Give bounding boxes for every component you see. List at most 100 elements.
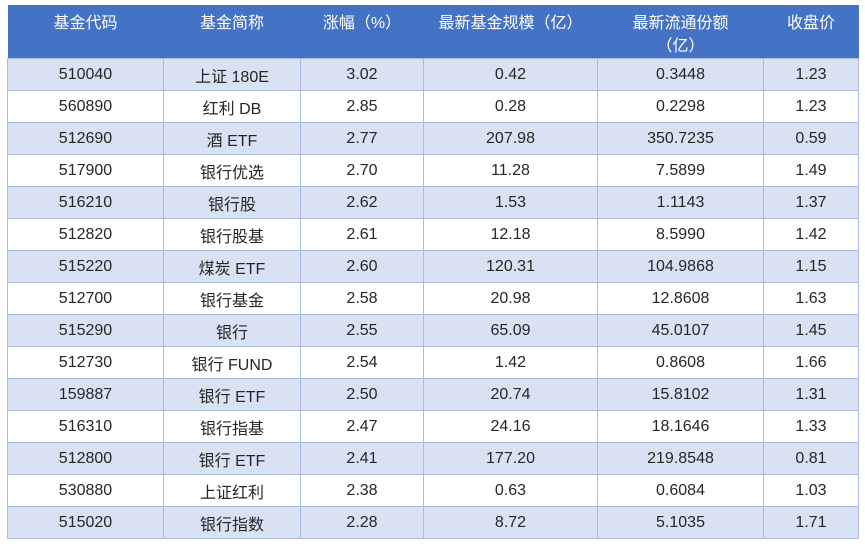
cell-fund-scale: 207.98 [423, 122, 598, 155]
cell-close-price: 1.33 [763, 410, 859, 443]
cell-fund-scale: 24.16 [423, 410, 598, 443]
cell-circulating-shares: 104.9868 [597, 250, 764, 283]
cell-change-pct: 2.58 [300, 282, 424, 315]
table-body: 510040 上证 180E 3.02 0.42 0.3448 1.23 560890 红利 … [7, 58, 859, 539]
cell-fund-code: 512820 [7, 218, 164, 251]
table-row: 512820 银行股基 2.61 12.18 8.5990 1.42 [7, 218, 859, 251]
cell-change-pct: 2.61 [300, 218, 424, 251]
cell-circulating-shares: 7.5899 [597, 154, 764, 187]
cell-fund-name: 银行 ETF [163, 378, 301, 411]
column-header-fund-scale: 最新基金规模（亿） [423, 5, 598, 59]
cell-change-pct: 2.38 [300, 474, 424, 507]
cell-circulating-shares: 5.1035 [597, 506, 764, 539]
cell-fund-name: 煤炭 ETF [163, 250, 301, 283]
cell-change-pct: 2.47 [300, 410, 424, 443]
cell-circulating-shares: 1.1143 [597, 186, 764, 219]
cell-fund-scale: 177.20 [423, 442, 598, 475]
cell-circulating-shares: 45.0107 [597, 314, 764, 347]
cell-change-pct: 3.02 [300, 58, 424, 91]
cell-close-price: 1.23 [763, 90, 859, 123]
cell-fund-scale: 12.18 [423, 218, 598, 251]
cell-circulating-shares: 219.8548 [597, 442, 764, 475]
table-row: 512800 银行 ETF 2.41 177.20 219.8548 0.81 [7, 442, 859, 475]
cell-close-price: 1.31 [763, 378, 859, 411]
cell-fund-name: 酒 ETF [163, 122, 301, 155]
cell-change-pct: 2.28 [300, 506, 424, 539]
table-row: 515020 银行指数 2.28 8.72 5.1035 1.71 [7, 506, 859, 539]
cell-fund-name: 银行指基 [163, 410, 301, 443]
cell-close-price: 1.49 [763, 154, 859, 187]
cell-fund-code: 159887 [7, 378, 164, 411]
cell-close-price: 1.03 [763, 474, 859, 507]
cell-change-pct: 2.54 [300, 346, 424, 379]
cell-close-price: 1.15 [763, 250, 859, 283]
column-header-change-pct: 涨幅（%） [300, 5, 424, 59]
table-row: 516210 银行股 2.62 1.53 1.1143 1.37 [7, 186, 859, 219]
cell-close-price: 1.45 [763, 314, 859, 347]
table-row: 560890 红利 DB 2.85 0.28 0.2298 1.23 [7, 90, 859, 123]
cell-circulating-shares: 350.7235 [597, 122, 764, 155]
cell-fund-code: 516310 [7, 410, 164, 443]
table-row: 530880 上证红利 2.38 0.63 0.6084 1.03 [7, 474, 859, 507]
cell-circulating-shares: 15.8102 [597, 378, 764, 411]
cell-circulating-shares: 0.8608 [597, 346, 764, 379]
cell-fund-name: 银行指数 [163, 506, 301, 539]
column-header-fund-name: 基金简称 [163, 5, 301, 59]
cell-circulating-shares: 12.8608 [597, 282, 764, 315]
table-row: 512690 酒 ETF 2.77 207.98 350.7235 0.59 [7, 122, 859, 155]
cell-fund-scale: 0.42 [423, 58, 598, 91]
cell-fund-code: 515290 [7, 314, 164, 347]
cell-fund-scale: 20.74 [423, 378, 598, 411]
cell-change-pct: 2.55 [300, 314, 424, 347]
cell-close-price: 1.71 [763, 506, 859, 539]
cell-change-pct: 2.62 [300, 186, 424, 219]
cell-close-price: 1.23 [763, 58, 859, 91]
cell-fund-name: 银行 FUND [163, 346, 301, 379]
table-row: 515290 银行 2.55 65.09 45.0107 1.45 [7, 314, 859, 347]
cell-fund-name: 银行优选 [163, 154, 301, 187]
cell-close-price: 0.81 [763, 442, 859, 475]
cell-fund-name: 银行 [163, 314, 301, 347]
cell-fund-name: 银行股 [163, 186, 301, 219]
cell-fund-code: 512730 [7, 346, 164, 379]
table-header-row: 基金代码 基金简称 涨幅（%） 最新基金规模（亿） 最新流通份额 （亿） 收盘价 [7, 5, 859, 59]
table-row: 159887 银行 ETF 2.50 20.74 15.8102 1.31 [7, 378, 859, 411]
cell-fund-scale: 20.98 [423, 282, 598, 315]
cell-fund-code: 512800 [7, 442, 164, 475]
cell-fund-code: 515020 [7, 506, 164, 539]
cell-fund-code: 512700 [7, 282, 164, 315]
cell-change-pct: 2.70 [300, 154, 424, 187]
cell-circulating-shares: 0.2298 [597, 90, 764, 123]
cell-change-pct: 2.41 [300, 442, 424, 475]
cell-change-pct: 2.50 [300, 378, 424, 411]
table-row: 510040 上证 180E 3.02 0.42 0.3448 1.23 [7, 58, 859, 91]
table-row: 517900 银行优选 2.70 11.28 7.5899 1.49 [7, 154, 859, 187]
cell-fund-code: 516210 [7, 186, 164, 219]
cell-change-pct: 2.77 [300, 122, 424, 155]
cell-fund-name: 红利 DB [163, 90, 301, 123]
cell-change-pct: 2.60 [300, 250, 424, 283]
table-header: 基金代码 基金简称 涨幅（%） 最新基金规模（亿） 最新流通份额 （亿） 收盘价 [7, 5, 859, 59]
cell-fund-scale: 0.28 [423, 90, 598, 123]
table-row: 512730 银行 FUND 2.54 1.42 0.8608 1.66 [7, 346, 859, 379]
cell-fund-name: 银行 ETF [163, 442, 301, 475]
cell-fund-name: 银行股基 [163, 218, 301, 251]
column-header-fund-code: 基金代码 [7, 5, 164, 59]
cell-close-price: 0.59 [763, 122, 859, 155]
cell-fund-name: 上证 180E [163, 58, 301, 91]
cell-fund-scale: 65.09 [423, 314, 598, 347]
cell-fund-scale: 0.63 [423, 474, 598, 507]
cell-fund-scale: 1.42 [423, 346, 598, 379]
cell-fund-scale: 8.72 [423, 506, 598, 539]
cell-fund-code: 560890 [7, 90, 164, 123]
column-header-circulating-shares: 最新流通份额 （亿） [597, 5, 764, 59]
table-row: 516310 银行指基 2.47 24.16 18.1646 1.33 [7, 410, 859, 443]
cell-close-price: 1.37 [763, 186, 859, 219]
cell-fund-code: 530880 [7, 474, 164, 507]
cell-fund-code: 517900 [7, 154, 164, 187]
cell-close-price: 1.42 [763, 218, 859, 251]
cell-fund-scale: 11.28 [423, 154, 598, 187]
cell-circulating-shares: 0.6084 [597, 474, 764, 507]
cell-fund-scale: 1.53 [423, 186, 598, 219]
